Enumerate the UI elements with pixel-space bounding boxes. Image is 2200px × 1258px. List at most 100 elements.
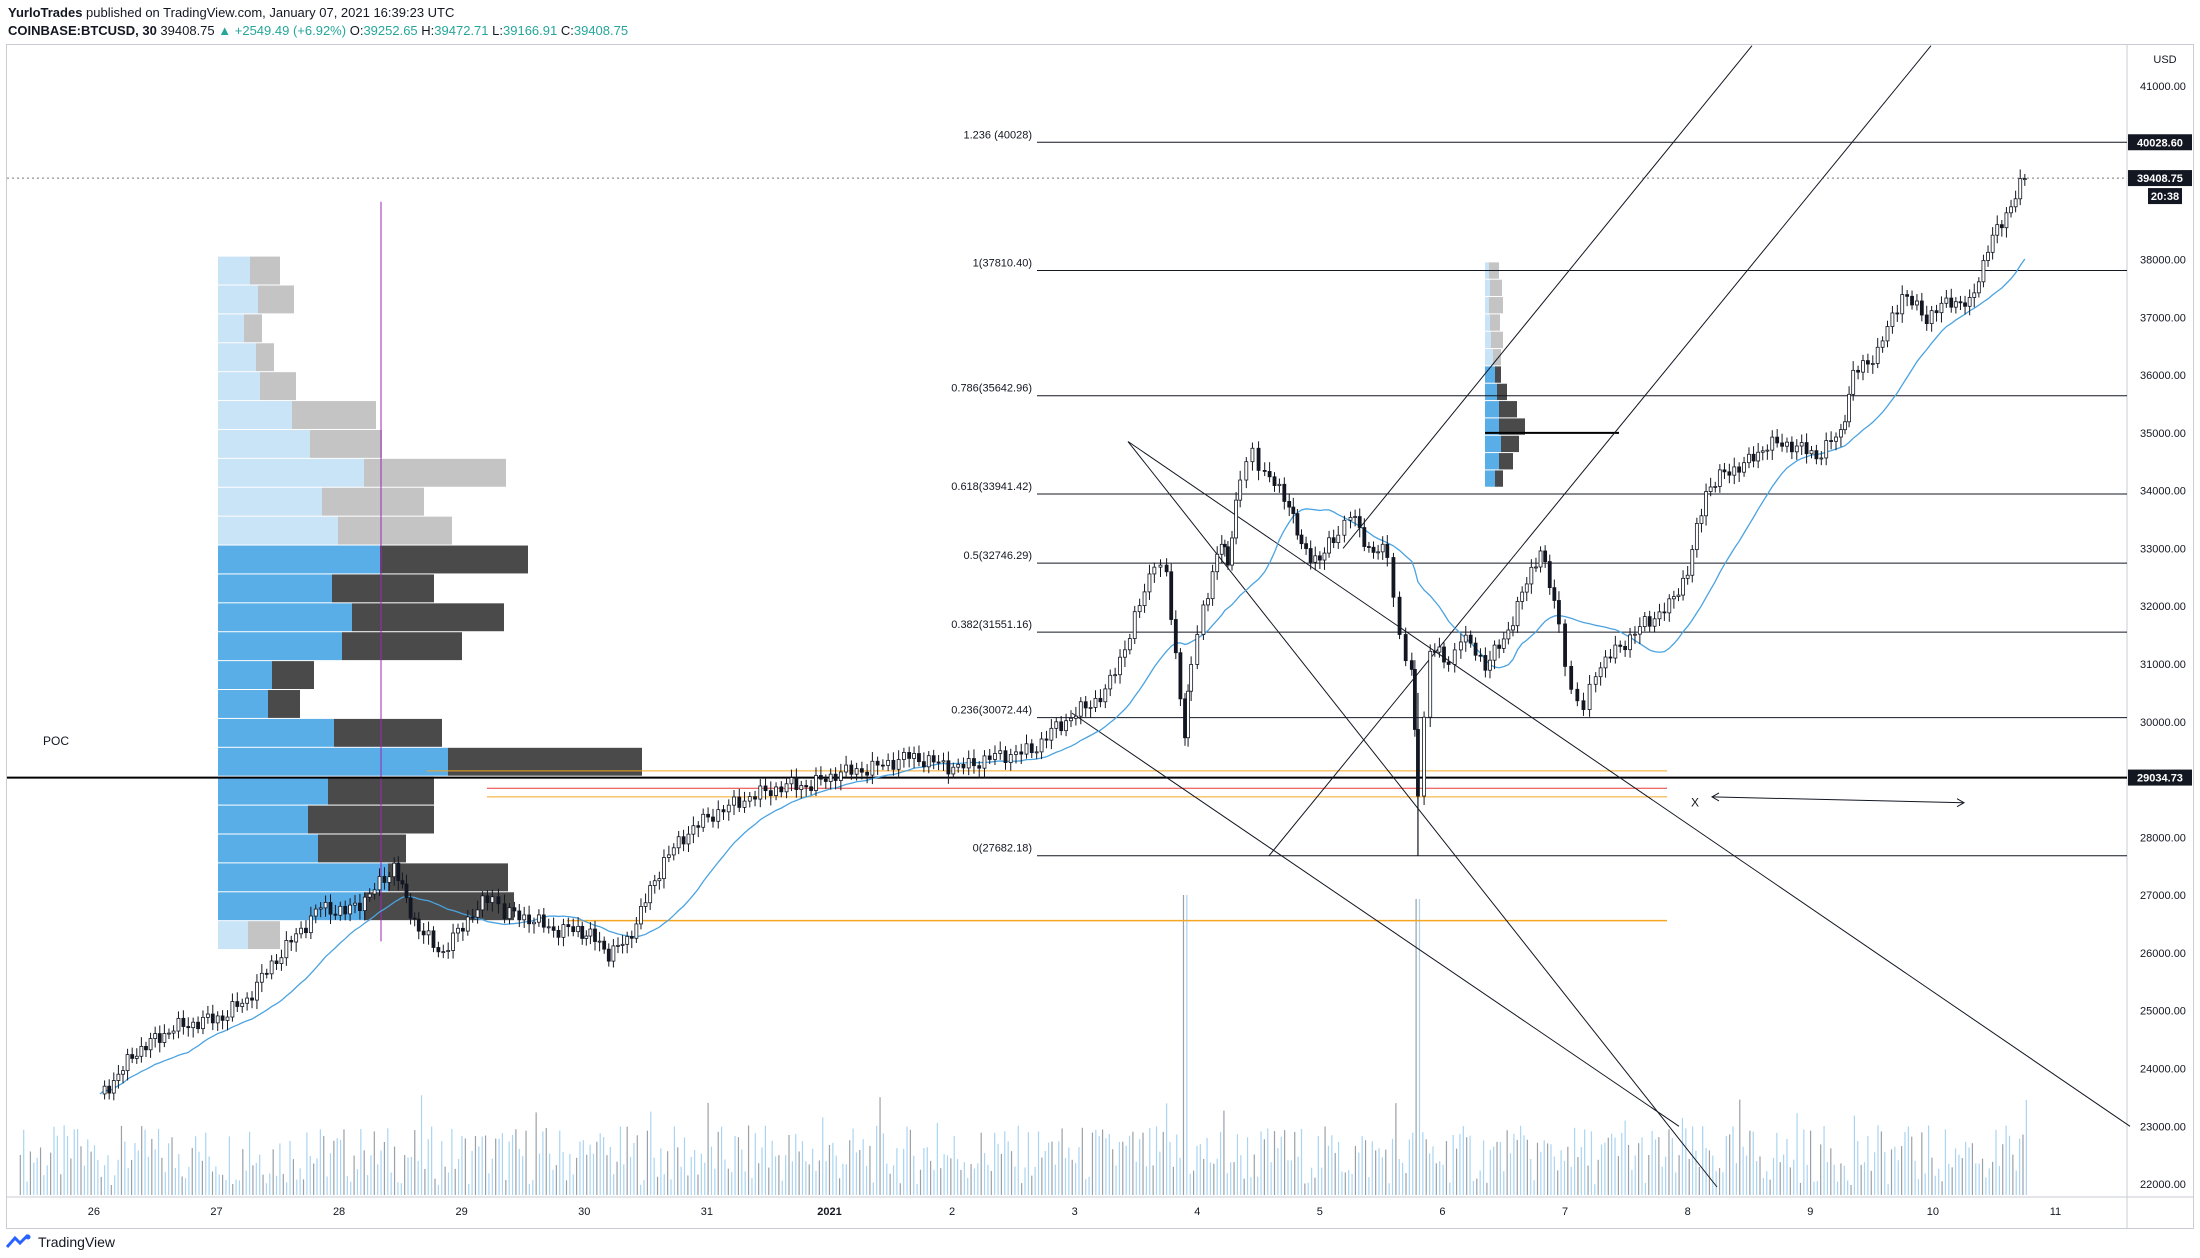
time-axis-tick: 5	[1317, 1206, 1323, 1218]
candle-body	[1442, 646, 1446, 663]
candle-body	[527, 914, 531, 925]
fib-level-label: 0.5(32746.29)	[964, 550, 1033, 562]
candle-body	[1704, 491, 1708, 517]
candle-body	[1552, 587, 1557, 601]
candle-body	[662, 857, 666, 880]
candle-body	[1137, 605, 1142, 613]
volume-profile-up-bar	[218, 314, 244, 343]
price-axis-tick: 31000.00	[2140, 659, 2186, 671]
chart-frame[interactable]: 1.236 (40028) 1(37810.40) 0.786(35642.96) 0…	[6, 44, 2194, 1229]
mini-volume-profile-down-bar	[1495, 470, 1503, 487]
candle-body	[1608, 656, 1613, 659]
candle-body	[859, 768, 864, 773]
volume-profile-down-bar	[342, 632, 462, 661]
candle-body	[701, 813, 706, 828]
candle-body	[1557, 600, 1561, 625]
candle-body	[1732, 466, 1737, 476]
candle-body	[421, 930, 426, 936]
candle-body	[643, 902, 648, 907]
candle-body	[629, 935, 634, 939]
mini-volume-profile-down-bar	[1501, 435, 1519, 453]
candle-body	[966, 758, 971, 769]
fib-level-label: 0.786(35642.96)	[951, 383, 1032, 395]
volume-profile-down-bar	[318, 834, 406, 863]
price-axis-currency: USD	[2153, 54, 2176, 66]
candle-body	[1353, 516, 1358, 518]
candle-body	[1506, 629, 1511, 640]
candle-body	[1667, 598, 1672, 614]
candle-body	[1019, 751, 1024, 755]
volume-profile-up-bar	[218, 574, 332, 603]
volume-profile-down-bar	[292, 401, 376, 429]
candle-body	[946, 760, 951, 775]
candle-body	[1637, 626, 1642, 635]
price-axis-tick: 24000.00	[2140, 1064, 2186, 1076]
candle-body	[1206, 598, 1210, 606]
candle-body	[584, 935, 589, 939]
candle-body	[620, 943, 625, 946]
candle-body	[176, 1017, 181, 1032]
price-chart[interactable]: 1.236 (40028) 1(37810.40) 0.786(35642.96) 0…	[7, 45, 2193, 1228]
candle-body	[382, 876, 387, 883]
candle-body	[1870, 363, 1875, 365]
candle-body	[1250, 447, 1255, 463]
candle-body	[1317, 555, 1322, 561]
candle-body	[289, 940, 294, 943]
candle-body	[1958, 301, 1963, 304]
candle-body	[1376, 551, 1381, 554]
volume-profile-down-bar	[364, 458, 506, 487]
candle-body	[2004, 212, 2009, 229]
candle-body	[362, 896, 367, 911]
price-axis-tick: 22000.00	[2140, 1179, 2186, 1191]
candle-body	[225, 1016, 230, 1021]
candle-body	[912, 753, 916, 759]
author-name[interactable]: YurloTrades	[8, 5, 83, 20]
mini-volume-profile-down-bar	[1495, 366, 1501, 383]
volume-profile-down-bar	[334, 718, 442, 747]
symbol-label[interactable]: COINBASE:BTCUSD, 30	[8, 23, 157, 38]
candle-body	[1671, 596, 1676, 600]
candle-body	[1939, 302, 1944, 314]
candle-body	[561, 924, 566, 938]
candle-body	[1915, 300, 1919, 306]
candle-body	[1186, 690, 1190, 739]
mini-volume-profile-down-bar	[1489, 297, 1503, 314]
candle-body	[1304, 543, 1308, 549]
candle-body	[1995, 224, 2000, 236]
candle-body	[1098, 697, 1103, 703]
candle-body	[181, 1017, 186, 1027]
candle-body	[502, 903, 507, 920]
candle-body	[304, 927, 308, 934]
fib-level-label: 0.382(31551.16)	[951, 619, 1032, 631]
candle-body	[784, 783, 789, 793]
low-value: 39166.91	[503, 23, 558, 38]
candle-body	[465, 916, 470, 932]
tradingview-logo-icon[interactable]	[6, 1233, 32, 1251]
candle-body	[1078, 701, 1083, 717]
candle-body	[652, 880, 657, 886]
price-axis-tick: 33000.00	[2140, 543, 2186, 555]
candle-body	[1919, 300, 1924, 316]
candle-body	[753, 796, 757, 800]
candle-body	[205, 1013, 210, 1018]
candle-body	[1034, 751, 1039, 754]
candle-body	[1861, 360, 1865, 373]
candle-body	[1775, 436, 1780, 444]
candle-body	[1299, 534, 1304, 545]
close-label: C:	[560, 23, 574, 38]
candle-body	[1563, 623, 1567, 667]
tradingview-brand[interactable]: TradingView	[38, 1234, 116, 1250]
volume-profile-up-bar	[218, 747, 448, 776]
candle-body	[1463, 634, 1468, 643]
time-axis-tick: 26	[88, 1206, 100, 1218]
candle-body	[1623, 646, 1628, 651]
candle-body	[1478, 654, 1483, 657]
candle-body	[987, 755, 992, 760]
candle-body	[274, 960, 279, 964]
volume-profile-down-bar	[322, 487, 424, 516]
time-axis-tick: 27	[210, 1206, 222, 1218]
candle-body	[2022, 178, 2027, 180]
mini-volume-profile-down-bar	[1493, 349, 1501, 366]
candle-body	[1331, 537, 1336, 544]
volume-profile-down-bar	[310, 429, 382, 458]
